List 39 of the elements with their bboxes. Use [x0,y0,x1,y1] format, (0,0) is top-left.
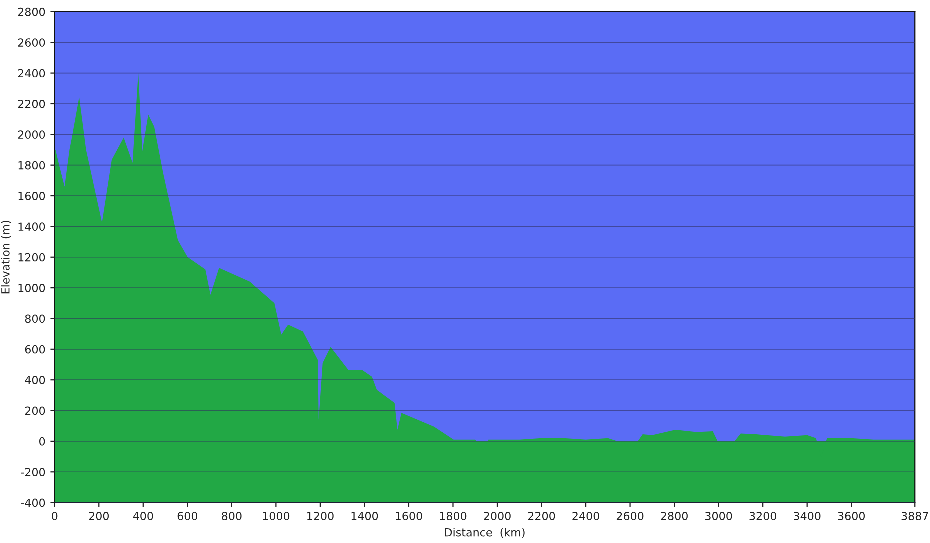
x-tick-label: 0 [52,512,58,520]
x-tick-label: 3887 [902,512,928,520]
x-axis-title: Distance (km) [445,528,525,538]
x-tick-label: 1600 [396,512,422,520]
y-tick-label: 1600 [18,192,46,200]
y-tick-label: 2400 [18,69,46,78]
x-tick-label: 2200 [528,512,556,520]
y-tick-label: 2200 [18,100,46,108]
x-tick-label: 3000 [706,512,732,520]
y-tick-label: 0 [40,437,46,446]
x-tick-label: 1000 [263,512,290,520]
x-tick-label: 2800 [661,512,688,520]
y-tick-label: 1200 [18,253,46,262]
x-tick-label: 200 [89,512,109,520]
y-tick-label: 2000 [18,130,46,140]
x-tick-label: 400 [133,512,154,520]
x-tick-label: 600 [178,512,198,520]
y-tick-label: 800 [25,314,46,324]
x-tick-label: 3400 [794,512,821,520]
x-tick-label: 1800 [440,512,467,520]
y-tick-label: 400 [25,376,46,384]
x-tick-label: 2400 [572,512,600,520]
y-tick-label: 2800 [18,8,46,16]
y-tick-label: 200 [25,406,46,416]
x-tick-label: 1200 [308,512,334,520]
y-tick-label: -400 [21,498,46,508]
y-tick-label: 1800 [18,161,46,170]
x-tick-label: 1400 [352,512,378,520]
y-tick-label: 600 [25,345,46,354]
y-axis-title: Elevation (m) [1,221,12,294]
x-tick-label: 2000 [484,512,511,520]
y-tick-label: 1000 [18,284,46,292]
x-tick-label: 800 [222,512,242,520]
y-tick-label: 2600 [18,38,46,48]
x-tick-label: 3600 [838,512,866,520]
x-tick-label: 2600 [616,512,644,520]
y-tick-label: 1400 [18,222,46,232]
x-tick-label: 3200 [750,512,776,520]
y-tick-label: -200 [21,468,46,477]
